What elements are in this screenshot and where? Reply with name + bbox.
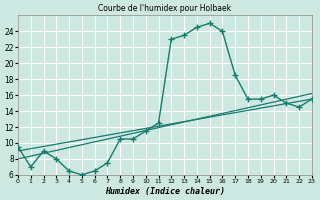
X-axis label: Humidex (Indice chaleur): Humidex (Indice chaleur) [105,187,225,196]
Title: Courbe de l'humidex pour Holbaek: Courbe de l'humidex pour Holbaek [98,4,231,13]
